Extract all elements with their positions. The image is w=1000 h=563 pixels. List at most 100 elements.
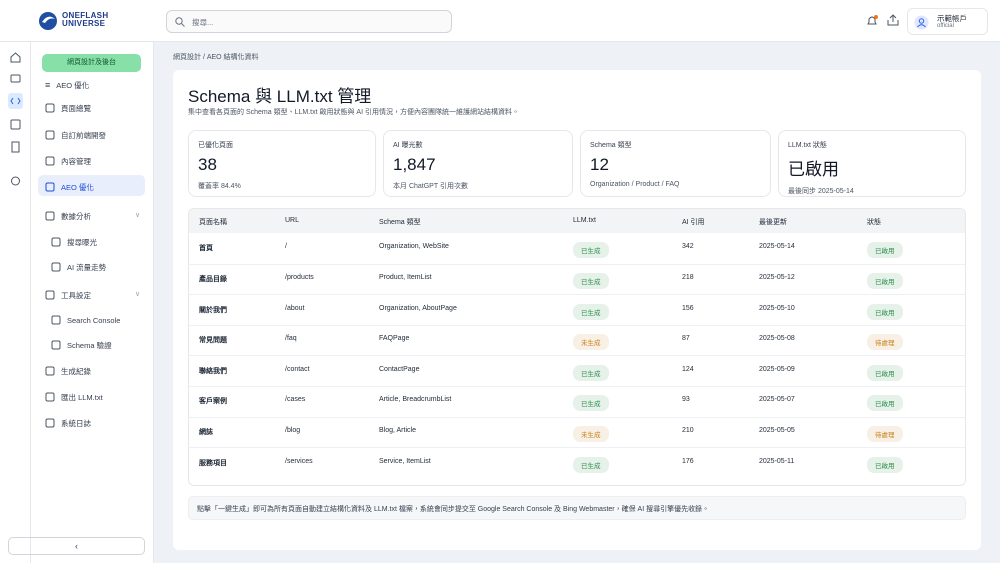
table-cell: 客戶案例 xyxy=(199,398,227,406)
table-cell: FAQPage xyxy=(379,335,410,343)
table-cell: 2025-05-14 xyxy=(759,243,795,251)
nav-label: 自訂前端開發 xyxy=(61,130,106,140)
nav-item[interactable]: Schema 驗證 xyxy=(51,338,112,352)
stat-card: AI 曝光數 1,847 本月 ChatGPT 引用次數 xyxy=(383,130,573,197)
user-box[interactable]: 示範帳戶 official xyxy=(907,8,988,35)
table-cell: Organization, AboutPage xyxy=(379,304,457,312)
nav-item[interactable]: AEO 優化 xyxy=(45,180,94,194)
table-cell: 2025-05-09 xyxy=(759,365,795,373)
nav-item[interactable]: Search Console xyxy=(51,313,120,327)
brand-line: ONEFLASH xyxy=(62,11,109,20)
nav-label: 系統日誌 xyxy=(61,418,91,428)
search-box[interactable]: 搜尋... xyxy=(166,10,452,33)
nav-icon xyxy=(51,237,61,247)
table-cell: Product, ItemList xyxy=(379,273,432,281)
sidebar: 網頁設計及後台 ≡ AEO 優化 ‹ 頁面總覽 自訂前端開發 內容管理 AEO 優化 數據… xyxy=(8,42,154,563)
nav-label: AI 流量走勢 xyxy=(67,262,107,272)
bell-icon[interactable] xyxy=(866,14,878,27)
nav-item[interactable]: 搜尋曝光 xyxy=(51,235,97,249)
stat-note: 本月 ChatGPT 引用次數 xyxy=(393,183,468,190)
sidebar-button[interactable]: 網頁設計及後台 xyxy=(42,54,141,72)
row-divider xyxy=(189,294,965,296)
table-cell: 2025-05-07 xyxy=(759,396,795,404)
nav-item[interactable]: 內容管理 xyxy=(45,154,91,168)
status-pill: 已生成 xyxy=(573,242,609,259)
user-name: 示範帳戶 xyxy=(937,14,967,23)
stat-value: 1,847 xyxy=(393,155,436,174)
breadcrumb: 網頁設計 / AEO 結構化資料 xyxy=(173,54,259,61)
nav-item[interactable]: 數據分析 xyxy=(45,209,91,223)
rail-icons xyxy=(8,52,23,186)
table-header xyxy=(189,209,965,233)
table-cell: 2025-05-05 xyxy=(759,426,795,434)
status-pill: 待處理 xyxy=(867,425,903,442)
nav-label: 數據分析 xyxy=(61,211,91,221)
status-pill: 已生成 xyxy=(573,272,609,289)
nav-label: 生成紀錄 xyxy=(61,366,91,376)
search-icon xyxy=(175,17,185,27)
table-cell: /cases xyxy=(285,396,306,404)
table-cell: 首頁 xyxy=(199,245,213,253)
nav-label: 工具設定 xyxy=(61,290,91,300)
stat-label: Schema 類型 xyxy=(590,142,632,149)
stat-card: 已優化頁面 38 覆蓋率 84.4% xyxy=(188,130,376,197)
content-card: Schema 與 LLM.txt 管理 集中查看各頁面的 Schema 類型、L… xyxy=(173,70,981,550)
chevron[interactable]: ∨ xyxy=(135,212,141,219)
status-pill: 已生成 xyxy=(573,456,609,473)
column-header: AI 引用 xyxy=(682,219,705,226)
nav-item[interactable]: 自訂前端開發 xyxy=(45,128,106,142)
collapse-button[interactable]: ‹ xyxy=(8,537,145,555)
table-cell: 218 xyxy=(682,273,694,281)
status-pill: 未生成 xyxy=(573,425,609,442)
stat-value: 38 xyxy=(198,155,217,174)
nav-item[interactable]: 系統日誌 xyxy=(45,416,91,430)
stat-card: Schema 類型 12 Organization / Product / FAQ xyxy=(580,130,771,197)
table-cell: 產品目錄 xyxy=(199,275,227,283)
table-cell: Article, BreadcrumbList xyxy=(379,396,452,404)
table-cell: 常見問題 xyxy=(199,337,227,345)
status-pill: 未生成 xyxy=(573,334,609,351)
table-cell: 關於我們 xyxy=(199,306,227,314)
column-header: URL xyxy=(285,217,300,224)
nav-icon xyxy=(51,340,61,350)
nav-icon xyxy=(45,103,55,113)
nav-icon xyxy=(45,211,55,221)
table-cell: 2025-05-11 xyxy=(759,457,795,465)
table-cell: /faq xyxy=(285,335,297,343)
row-divider xyxy=(189,416,965,418)
nav-label: AEO 優化 xyxy=(61,182,94,192)
table-cell: 2025-05-10 xyxy=(759,304,795,312)
nav-icon xyxy=(45,392,55,402)
nav-item[interactable]: 生成紀錄 xyxy=(45,364,91,378)
stat-label: AI 曝光數 xyxy=(393,142,423,149)
nav-item[interactable]: 頁面總覽 xyxy=(45,101,91,115)
top-bar: ONEFLASH UNIVERSE 搜尋... 示範帳戶 official xyxy=(0,0,1000,42)
status-pill: 已啟用 xyxy=(867,303,903,320)
nav-item[interactable]: 匯出 LLM.txt xyxy=(45,390,103,404)
page-subtitle: 集中查看各頁面的 Schema 類型、LLM.txt 啟用狀態與 AI 引用情況… xyxy=(188,109,519,116)
stat-card: LLM.txt 狀態 已啟用 最後同步 2025-05-14 xyxy=(778,130,966,197)
nav-label: 搜尋曝光 xyxy=(67,237,97,247)
table-cell: 2025-05-08 xyxy=(759,335,795,343)
stat-value: 12 xyxy=(590,155,609,174)
nav-icon xyxy=(51,262,61,272)
nav-item[interactable]: AI 流量走勢 xyxy=(51,260,106,274)
user-role: official xyxy=(937,23,954,29)
icon-rail xyxy=(0,42,31,563)
table-cell: 210 xyxy=(682,426,694,434)
table-cell: 服務項目 xyxy=(199,459,227,467)
table-cell: 2025-05-12 xyxy=(759,273,795,281)
stat-note: Organization / Product / FAQ xyxy=(590,181,680,188)
table-cell: /about xyxy=(285,304,305,312)
row-divider xyxy=(189,447,965,449)
chevron[interactable]: ∨ xyxy=(135,291,141,298)
menu-icon: ≡ xyxy=(45,80,51,90)
status-pill: 已啟用 xyxy=(867,456,903,473)
table-cell: ContactPage xyxy=(379,365,420,373)
nav-item[interactable]: 工具設定 xyxy=(45,288,91,302)
status-pill: 已生成 xyxy=(573,364,609,381)
column-header: LLM.txt xyxy=(573,217,596,224)
nav-icon xyxy=(45,182,55,192)
export-icon[interactable] xyxy=(887,14,899,26)
